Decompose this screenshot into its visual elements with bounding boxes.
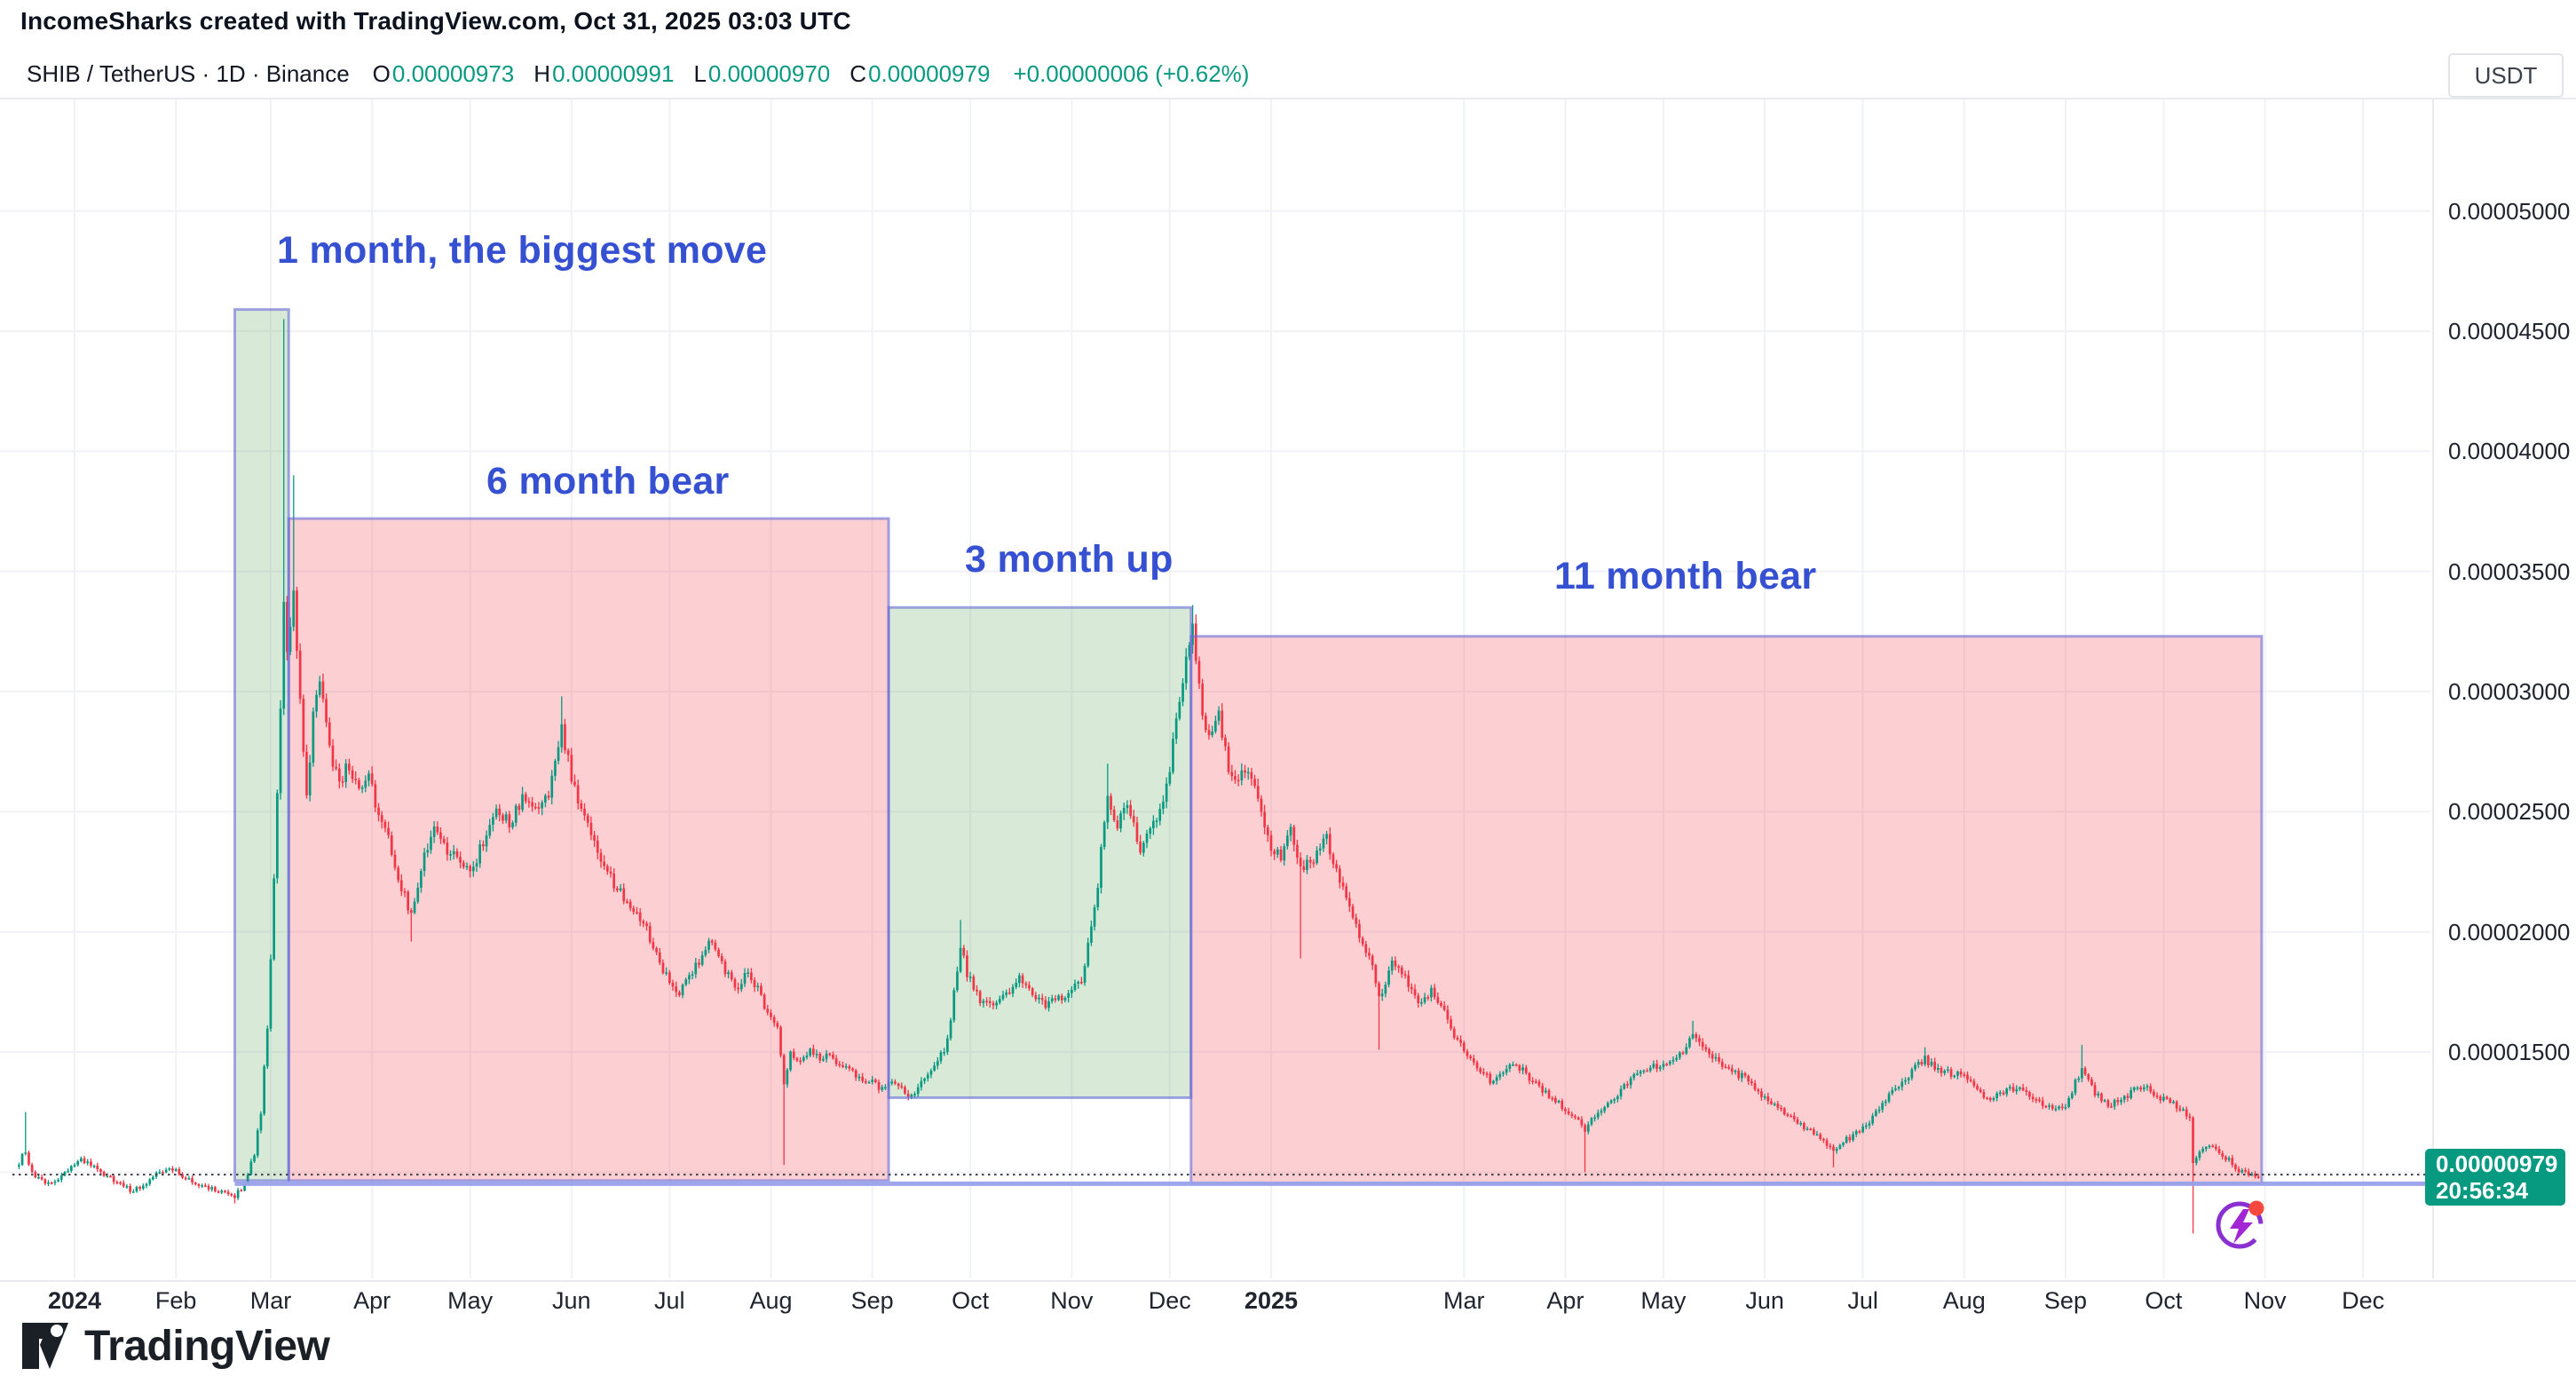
bar-countdown: 20:56:34 <box>2436 1177 2529 1204</box>
alert-notification-dot <box>2248 1200 2264 1216</box>
price-tick-label: 0.00002000 <box>2448 918 2571 945</box>
time-tick-label: Mar <box>1443 1287 1485 1314</box>
box-3-month-up[interactable] <box>889 607 1191 1098</box>
time-tick-label: Jul <box>1847 1287 1878 1314</box>
ohlc-values: O 0.00000973 H 0.00000991 L 0.00000970 C 0.0000… <box>373 60 991 88</box>
ohlc-item: L 0.00000970 <box>693 59 831 87</box>
candles <box>18 319 2260 1234</box>
tradingview-logo-mark <box>22 1323 68 1369</box>
time-tick-label: Dec <box>2342 1287 2385 1314</box>
time-tick-label: Aug <box>1942 1287 1986 1314</box>
alert-circle <box>2216 1201 2264 1249</box>
price-tick-label: 0.00004500 <box>2448 317 2571 344</box>
box-11-month-bear[interactable] <box>1190 636 2262 1184</box>
time-tick-label: Nov <box>1050 1287 1094 1314</box>
ohlc-item: C 0.00000979 <box>849 59 991 87</box>
time-tick-label: Aug <box>749 1287 793 1314</box>
annotation-6-month-bear[interactable]: 6 month bear <box>486 460 730 502</box>
time-tick-label: Feb <box>154 1287 197 1314</box>
time-tick-label: Jun <box>552 1287 591 1314</box>
ohlc-item: O 0.00000973 <box>372 59 515 87</box>
box-6-month-bear[interactable] <box>288 518 889 1181</box>
annotation-1-month[interactable]: 1 month, the biggest move <box>277 229 768 272</box>
lightning-bolt-icon <box>2230 1209 2253 1244</box>
symbol-title[interactable]: SHIB / TetherUS · 1D · Binance <box>27 59 350 87</box>
ohlc-item: H 0.00000991 <box>533 59 675 87</box>
time-tick-label: Apr <box>1546 1287 1584 1314</box>
annotation-11-month-bear[interactable]: 11 month bear <box>1554 555 1817 597</box>
tradingview-wordmark: TradingView <box>84 1322 330 1370</box>
price-tick-label: 0.00003000 <box>2448 678 2571 705</box>
price-tick-label: 0.00005000 <box>2448 197 2571 225</box>
time-tick-label: Sep <box>2043 1287 2087 1314</box>
attribution-text: IncomeSharks created with TradingView.co… <box>20 7 851 35</box>
price-tick-label: 0.00004000 <box>2448 438 2571 465</box>
time-axis[interactable]: 2024 Feb Mar Apr May Jun Jul Aug Sep Oct Nov Dec 202… <box>0 1280 2576 1314</box>
symbol-bar: SHIB / TetherUS · 1D · Binance O 0.000009… <box>0 50 2576 99</box>
annotation-3-month-up[interactable]: 3 month up <box>965 538 1173 581</box>
price-change: +0.00000006 (+0.62%) <box>1013 59 1250 87</box>
time-tick-label: Dec <box>1148 1287 1191 1314</box>
time-tick-label: Mar <box>249 1287 292 1314</box>
current-price-label: 0.00000979 20:56:34 <box>2425 1149 2565 1206</box>
price-tick-label: 0.00001500 <box>2448 1039 2571 1066</box>
time-tick-label: Nov <box>2243 1287 2287 1314</box>
time-tick-label: May <box>1640 1287 1687 1314</box>
time-tick-label: Jun <box>1745 1287 1784 1314</box>
lightning-alert-icon[interactable] <box>2208 1190 2273 1256</box>
time-tick-label: May <box>447 1287 494 1314</box>
current-price-value: 0.00000979 <box>2436 1151 2558 1177</box>
price-axis[interactable]: 0.00005000 0.00004500 0.00004000 0.00003500… <box>2432 98 2576 1278</box>
time-tick-label: 2025 <box>1244 1287 1299 1314</box>
time-tick-label: Jul <box>654 1287 685 1314</box>
tradingview-logo[interactable]: TradingView <box>20 1321 330 1371</box>
time-tick-label: Oct <box>952 1287 990 1314</box>
time-tick-label: 2024 <box>47 1287 102 1314</box>
time-tick-label: Oct <box>2145 1287 2183 1314</box>
price-axis-currency[interactable]: USDT <box>2448 53 2564 98</box>
grid-lines <box>0 99 2430 1278</box>
time-tick-label: Sep <box>850 1287 894 1314</box>
price-tick-label: 0.00002500 <box>2448 798 2571 826</box>
price-tick-label: 0.00003500 <box>2448 558 2571 585</box>
time-tick-label: Apr <box>353 1287 391 1314</box>
